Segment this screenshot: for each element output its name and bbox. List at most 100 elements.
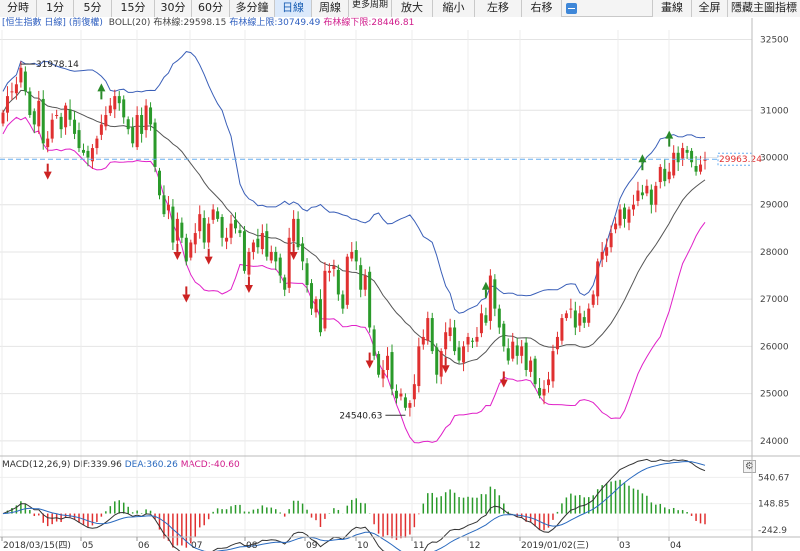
candle-body <box>412 384 416 400</box>
candle-body <box>256 238 260 248</box>
candle-body <box>193 233 197 245</box>
candle-body <box>189 242 193 258</box>
candle-body <box>439 351 443 377</box>
candle-body <box>162 195 166 215</box>
candle-body <box>381 370 385 379</box>
candle-body <box>104 115 108 127</box>
period-toolbar: 分時 1分 5分 15分 30分 60分 多分鐘 日線 周線 更多周期 放大 縮… <box>0 0 800 17</box>
price-axis-label: 31000 <box>760 106 789 116</box>
period-button-weekly[interactable]: 周線 <box>312 0 349 17</box>
candle-body <box>211 209 215 220</box>
candle-body <box>68 109 72 120</box>
draw-line-button[interactable]: 畫線 <box>652 0 692 17</box>
candle-body <box>453 327 457 352</box>
candle-body <box>363 275 367 290</box>
red-arrow-icon <box>289 251 298 260</box>
candle-body <box>314 299 318 313</box>
candle-body <box>46 138 50 148</box>
price-axis-label: 32500 <box>760 35 789 45</box>
hide-indicators-button[interactable]: 隱藏主圖指標 <box>728 0 800 17</box>
macd-axis-label: -242.9 <box>758 526 787 536</box>
candle-body <box>19 67 23 83</box>
candle-body <box>377 353 381 375</box>
candle-body <box>524 342 528 370</box>
candle-body <box>332 266 336 269</box>
candle-body <box>484 315 488 323</box>
candle-body <box>59 116 63 130</box>
candle-body <box>184 237 188 262</box>
candle-body <box>426 318 430 341</box>
full-screen-button[interactable]: 全屏 <box>692 0 728 17</box>
candle-body <box>627 209 631 223</box>
move-right-button[interactable]: 右移 <box>522 0 562 17</box>
candle-body <box>283 277 287 290</box>
period-button-30min[interactable]: 30分 <box>155 0 192 17</box>
candle-body <box>202 217 206 243</box>
current-price-label: 29963.24 <box>719 155 762 165</box>
symbol-label: [恒生指數 日線] <box>2 18 66 28</box>
candle-body <box>421 336 425 345</box>
zoom-out-button[interactable]: 縮小 <box>433 0 475 17</box>
candle-body <box>623 207 627 219</box>
candle-body <box>417 346 421 387</box>
candle-body <box>573 310 577 328</box>
candle-body <box>430 318 434 352</box>
candle-body <box>555 336 559 350</box>
candle-body <box>180 222 184 238</box>
macd-axis-label: 148.85 <box>758 500 790 510</box>
gear-icon[interactable]: ⚙ <box>743 460 756 473</box>
zoom-in-button[interactable]: 放大 <box>392 0 433 17</box>
candle-body <box>511 341 515 359</box>
period-button-15min[interactable]: 15分 <box>112 0 155 17</box>
candle-body <box>654 185 658 205</box>
candle-body <box>551 351 555 382</box>
candle-body <box>23 71 27 92</box>
candle-body <box>171 206 175 243</box>
candle-body <box>520 346 524 356</box>
candle-body <box>591 294 595 305</box>
candle-body <box>690 150 694 163</box>
date-label: 04 <box>670 541 682 551</box>
candle-body <box>582 317 586 323</box>
period-button-multi-minute[interactable]: 多分鐘 <box>230 0 275 17</box>
candle-body <box>457 347 461 361</box>
candle-body <box>1 112 5 124</box>
period-button-1min[interactable]: 1分 <box>37 0 74 17</box>
date-label: 03 <box>619 541 630 551</box>
bollinger-bands <box>2 51 706 444</box>
period-button-60min[interactable]: 60分 <box>192 0 230 17</box>
candle-body <box>685 149 689 153</box>
period-button-daily[interactable]: 日線 <box>275 0 312 17</box>
boll-upper-line <box>2 51 706 314</box>
candle-body <box>462 346 466 363</box>
minus-icon[interactable] <box>566 3 577 14</box>
candle-body <box>609 233 613 248</box>
candle-body <box>699 164 703 172</box>
low-label: 24540.63 <box>339 411 382 421</box>
period-button-5min[interactable]: 5分 <box>74 0 112 17</box>
candle-body <box>292 218 296 242</box>
boll-mid-value: 布林線:29598.15 <box>153 18 227 28</box>
macd-dif-value: DIF:339.96 <box>73 460 122 470</box>
macd-value: MACD:-40.60 <box>180 460 240 470</box>
date-label: 2019/01/02(三) <box>521 541 589 551</box>
more-periods-button[interactable]: 更多周期 <box>349 0 392 17</box>
candle-body <box>394 390 398 399</box>
candle-body <box>560 318 564 341</box>
candle-body <box>547 379 551 386</box>
date-label: 12 <box>469 541 480 551</box>
candle-body <box>372 329 376 356</box>
candle-body <box>225 237 229 242</box>
price-axis-label: 27000 <box>760 295 789 305</box>
candle-body <box>95 138 99 149</box>
candle-body <box>502 323 506 347</box>
period-button-timeshare[interactable]: 分時 <box>0 0 37 17</box>
candle-body <box>479 313 483 334</box>
red-arrow-icon <box>43 171 52 180</box>
candle-body <box>631 204 635 210</box>
move-left-button[interactable]: 左移 <box>475 0 522 17</box>
boll-lower-value: 布林線下限:28446.81 <box>323 18 415 28</box>
candle-body <box>247 251 251 275</box>
macd-legend: MACD(12,26,9) DIF:339.96 DEA:360.26 MACD… <box>2 459 240 471</box>
